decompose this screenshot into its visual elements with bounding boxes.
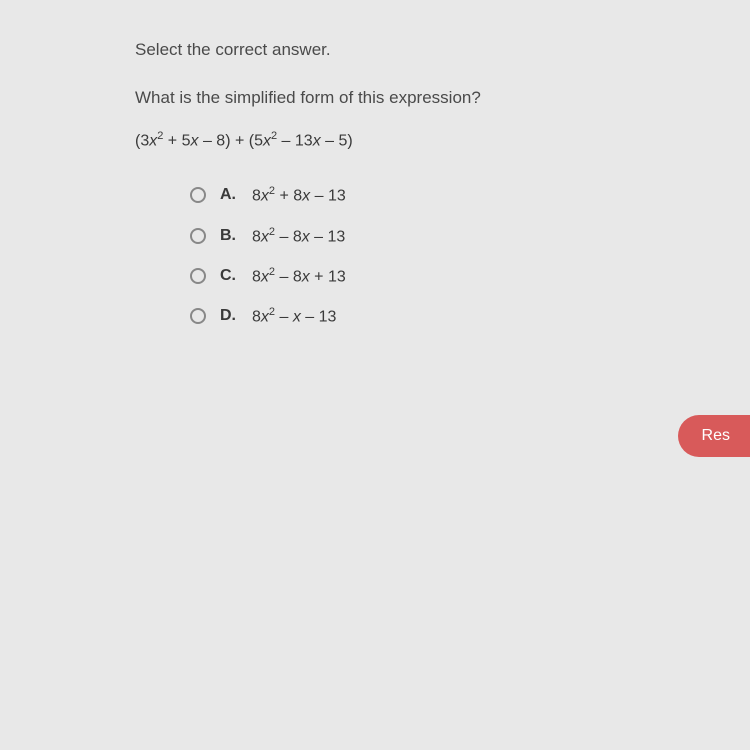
instruction-text: Select the correct answer. bbox=[135, 40, 750, 60]
question-text: What is the simplified form of this expr… bbox=[135, 88, 750, 108]
option-text: 8x2 + 8x – 13 bbox=[252, 185, 346, 205]
option-letter: D. bbox=[220, 307, 252, 325]
options-list: A. 8x2 + 8x – 13 B. 8x2 – 8x – 13 C. 8x2… bbox=[135, 185, 750, 326]
option-d[interactable]: D. 8x2 – x – 13 bbox=[190, 306, 750, 326]
question-container: Select the correct answer. What is the s… bbox=[0, 0, 750, 327]
radio-icon[interactable] bbox=[190, 187, 206, 203]
option-text: 8x2 – x – 13 bbox=[252, 306, 336, 326]
option-letter: C. bbox=[220, 267, 252, 285]
expression-text: (3x2 + 5x – 8) + (5x2 – 13x – 5) bbox=[135, 130, 750, 150]
option-text: 8x2 – 8x + 13 bbox=[252, 266, 346, 286]
option-letter: B. bbox=[220, 227, 252, 245]
option-letter: A. bbox=[220, 186, 252, 204]
option-b[interactable]: B. 8x2 – 8x – 13 bbox=[190, 226, 750, 246]
radio-icon[interactable] bbox=[190, 228, 206, 244]
radio-icon[interactable] bbox=[190, 308, 206, 324]
option-a[interactable]: A. 8x2 + 8x – 13 bbox=[190, 185, 750, 205]
radio-icon[interactable] bbox=[190, 268, 206, 284]
reset-button[interactable]: Res bbox=[678, 415, 750, 457]
option-c[interactable]: C. 8x2 – 8x + 13 bbox=[190, 266, 750, 286]
option-text: 8x2 – 8x – 13 bbox=[252, 226, 345, 246]
